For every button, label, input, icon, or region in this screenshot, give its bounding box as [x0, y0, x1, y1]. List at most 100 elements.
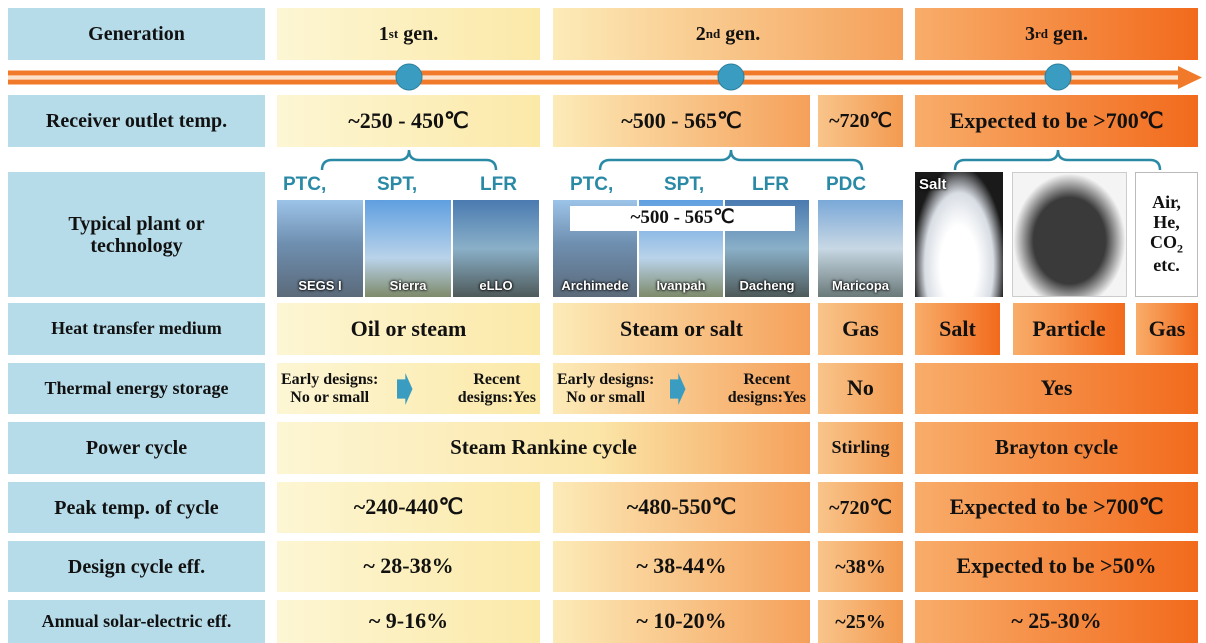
value-cell: No	[818, 363, 903, 414]
photo: eLLO	[453, 200, 539, 297]
overlay-label: ~500 - 565℃	[570, 206, 795, 231]
value-cell: Brayton cycle	[915, 422, 1198, 474]
value-cell: ~480-550℃	[553, 482, 810, 533]
technology: PTC,	[570, 174, 614, 195]
technology: SPT,	[377, 174, 418, 195]
value-cell: Yes	[915, 363, 1198, 414]
photo: SEGS I	[277, 200, 363, 297]
gen-label: gen.	[725, 23, 761, 45]
value-cell: Salt	[915, 303, 1000, 355]
node	[395, 63, 423, 91]
value-cell: ~ 28-38%	[277, 541, 540, 592]
value-cell: Expected to be >700℃	[915, 95, 1198, 147]
value-cell: ~240-440℃	[277, 482, 540, 533]
value-cell: ~25%	[818, 600, 903, 643]
value-cell: Steam or salt	[553, 303, 810, 355]
photo: Salt	[915, 172, 1003, 297]
storage-line: No or small	[566, 388, 646, 406]
storage-arrow	[396, 373, 413, 405]
row-label: Generation	[8, 8, 265, 60]
value-cell: Stirling	[818, 422, 903, 474]
photo: Maricopa	[818, 200, 903, 297]
photo: Sierra	[365, 200, 451, 297]
photo-caption: Archimede	[561, 278, 629, 293]
row-label: Design cycle eff.	[8, 541, 265, 592]
photo-caption: Salt	[919, 176, 947, 193]
storage-line: Early designs:	[281, 370, 379, 388]
storage-text: Recent designs:Yes	[728, 371, 806, 406]
value-cell: Expected to be >700℃	[915, 482, 1198, 533]
gas-subscript: 2	[1177, 241, 1183, 256]
value-cell: ~ 38-44%	[553, 541, 810, 592]
gas-line: etc.	[1153, 254, 1180, 275]
storage-line: designs:Yes	[457, 388, 536, 406]
photo	[1012, 172, 1127, 297]
brace	[598, 149, 864, 171]
gen-number: 1	[378, 23, 389, 45]
brace	[953, 149, 1162, 171]
photo-caption: eLLO	[479, 278, 513, 293]
gen-suffix: rd	[1035, 25, 1048, 41]
storage-text: Early designs: No or small	[281, 371, 378, 406]
node	[1044, 63, 1072, 91]
gas-text: CO	[1150, 232, 1177, 252]
technology: PTC,	[283, 174, 327, 195]
storage-arrow	[669, 373, 686, 405]
value-cell: ~720℃	[818, 95, 903, 147]
value-cell: Steam Rankine cycle	[277, 422, 810, 474]
technology: PDC	[826, 174, 867, 195]
technology: LFR	[752, 174, 789, 195]
gen-suffix: st	[388, 25, 399, 41]
gen-label: gen.	[1053, 23, 1088, 45]
gas-line: CO2	[1150, 232, 1183, 256]
storage-line: No or small	[290, 388, 370, 406]
storage-line: designs:Yes	[727, 388, 806, 406]
row-label: Thermal energy storage	[8, 363, 265, 414]
photo-caption: SEGS I	[298, 278, 342, 293]
value-cell: ~ 10-20%	[553, 600, 810, 643]
value-cell: ~250 - 450℃	[277, 95, 540, 147]
brace	[320, 149, 498, 171]
photo-caption: Sierra	[389, 278, 427, 293]
photo-caption: Ivanpah	[656, 278, 706, 293]
value-cell: ~ 9-16%	[277, 600, 540, 643]
value-cell: Particle	[1013, 303, 1125, 355]
technology: LFR	[480, 174, 517, 195]
row-label: Typical plant or technology	[8, 172, 265, 297]
storage-line: Early designs:	[557, 370, 655, 388]
row-label: Receiver outlet temp.	[8, 95, 265, 147]
storage-line: Recent	[473, 370, 521, 388]
photo-caption: Maricopa	[831, 278, 890, 293]
gas-line: He,	[1153, 212, 1180, 233]
value-cell: Expected to be >50%	[915, 541, 1198, 592]
row-label: Annual solar-electric eff.	[8, 600, 265, 643]
value-cell: ~500 - 565℃	[553, 95, 810, 147]
value-cell: ~38%	[818, 541, 903, 592]
node	[717, 63, 745, 91]
arrow-head	[1178, 66, 1202, 89]
storage-text: Early designs: No or small	[557, 371, 654, 406]
gen-number: 2	[695, 23, 706, 45]
gen-suffix: nd	[705, 25, 721, 41]
row-label: Heat transfer medium	[8, 303, 265, 355]
value-cell: ~ 25-30%	[915, 600, 1198, 643]
row-label: Peak temp. of cycle	[8, 482, 265, 533]
storage-text: Recent designs:Yes	[458, 371, 536, 406]
value-cell: ~720℃	[818, 482, 903, 533]
technology: SPT,	[664, 174, 705, 195]
value-cell: Gas	[1136, 303, 1198, 355]
gas-line: Air,	[1152, 192, 1181, 213]
gas-box: Air, He, CO2 etc.	[1135, 172, 1198, 297]
gen-label: gen.	[403, 23, 439, 45]
value-cell: Oil or steam	[277, 303, 540, 355]
photo-caption: Dacheng	[739, 278, 795, 293]
row-label: Power cycle	[8, 422, 265, 474]
value-cell: Gas	[818, 303, 903, 355]
storage-line: Recent	[743, 370, 791, 388]
gen-number: 3	[1025, 23, 1035, 45]
